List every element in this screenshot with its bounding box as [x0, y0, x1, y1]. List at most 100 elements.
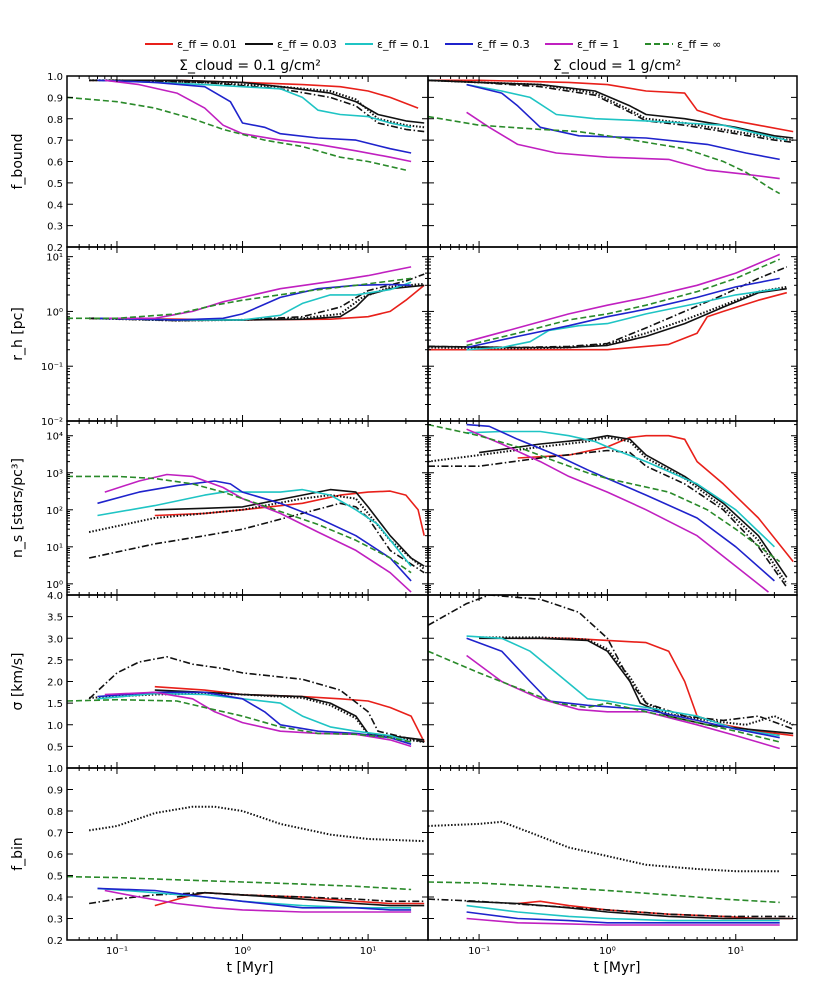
x-axis-label-left: t [Myr] [227, 960, 274, 976]
legend-label: ε_ff = 0.01 [177, 38, 237, 51]
panel-frame [427, 75, 798, 248]
legend-entry: ε_ff = 0.1 [345, 38, 430, 51]
panel-r4-c1: 10⁻¹ 10⁰ 10¹ [427, 767, 798, 957]
series-line-eps03-solid [466, 277, 780, 349]
series-line-eps003-dotted [428, 436, 788, 585]
x-axis-label-right: t [Myr] [594, 960, 641, 976]
panel-r3-c1 [427, 594, 798, 769]
y-tick-label: 10² [46, 506, 63, 517]
series-group [67, 805, 425, 913]
series-line-eps003-dotted [428, 820, 780, 873]
series-line-epsinf-dashed [428, 423, 781, 563]
y-tick-label: 0.5 [47, 179, 63, 190]
series-line-eps003-dotted [89, 282, 425, 322]
series-line-epsinf-dashed [428, 881, 780, 904]
legend-label: ε_ff = 0.1 [377, 38, 430, 51]
y-tick-label: 0.8 [47, 115, 63, 126]
y-tick-label: 0.5 [47, 872, 63, 883]
series-line-eps1-solid [466, 253, 781, 343]
series-line-eps1-solid [466, 428, 769, 593]
legend-entry: ε_ff = 1 [545, 38, 619, 51]
series-line-eps01-solid [97, 79, 412, 129]
series-group [428, 79, 794, 195]
y-tick-label: 1.0 [47, 721, 63, 732]
y-tick-label: 2.0 [47, 678, 63, 689]
series-line-eps01-solid [97, 692, 412, 743]
legend-entry: ε_ff = 0.03 [245, 38, 337, 51]
series-line-eps003-dashdot [89, 79, 425, 133]
y-tick-label: 10⁻¹ [41, 362, 63, 373]
panel-r0-c1 [427, 75, 798, 248]
series-group [428, 423, 794, 593]
panel-frame [66, 246, 429, 422]
y-tick-label: 4.0 [47, 591, 63, 602]
series-line-eps01-solid [466, 635, 780, 737]
legend: ε_ff = 0.01 ε_ff = 0.03 ε_ff = 0.1 ε_ff = 0… [145, 38, 721, 51]
series-line-eps003-solid [176, 891, 425, 907]
y-tick-label: 0.7 [47, 829, 63, 840]
series-line-eps003-dotted [428, 285, 787, 350]
y-axis-label: n_s [stars/pc³] [10, 458, 26, 558]
series-line-eps003-dashdot [428, 79, 794, 144]
series-line-eps1-solid [104, 889, 412, 913]
y-tick-label: 0.2 [47, 243, 63, 254]
series-line-epsinf-dashed [428, 650, 780, 743]
panel-r4-c0: 10⁻¹ 10⁰ 10¹ 0.2 0.3 0.4 0.5 0.6 0.7 0.8 0.9 1.0 f_b… [10, 764, 429, 957]
series-line-eps003-solid [479, 637, 794, 735]
series-line-eps001-solid [517, 637, 794, 737]
y-tick-label: 3.5 [47, 613, 63, 624]
series-line-eps03-solid [97, 79, 412, 154]
series-line-eps003-dotted [89, 692, 425, 743]
series-line-eps03-solid [466, 637, 780, 739]
legend-entry: ε_ff = 0.01 [145, 38, 237, 51]
y-tick-label: 0.6 [47, 158, 63, 169]
panel-r1-c1 [427, 246, 798, 422]
panel-r2-c1 [427, 420, 798, 596]
series-line-eps001-solid [428, 291, 788, 351]
legend-label: ε_ff = 1 [577, 38, 619, 51]
series-group [67, 473, 425, 593]
series-line-eps003-dashdot [428, 595, 794, 730]
y-tick-label: 0.2 [47, 936, 63, 947]
legend-entry: ε_ff = 0.3 [445, 38, 530, 51]
y-tick-label: 0.7 [47, 136, 63, 147]
y-tick-label: 10⁴ [46, 432, 63, 443]
y-axis-label: f_bin [10, 837, 26, 871]
series-line-eps001-solid [154, 685, 425, 743]
x-tick-label: 10⁻¹ [468, 946, 490, 957]
y-tick-label: 3.0 [47, 634, 63, 645]
y-tick-label: 10³ [46, 469, 63, 480]
x-tick-label: 10¹ [360, 946, 377, 957]
series-line-eps1-solid [104, 79, 412, 163]
series-group [67, 79, 425, 171]
column-titles: Σ_cloud = 0.1 g/cm² Σ_cloud = 1 g/cm² [179, 58, 681, 74]
y-tick-label: 0.3 [47, 222, 63, 233]
y-tick-label: 0.9 [47, 786, 63, 797]
series-line-eps03-solid [466, 911, 780, 924]
series-line-eps003-dashdot [88, 656, 425, 743]
series-line-epsinf-dashed [428, 115, 781, 195]
panel-r1-c0: 10⁻² 10⁻¹ 10⁰ 10¹ r_h [pc] [10, 246, 429, 428]
y-tick-label: 0.9 [47, 93, 63, 104]
y-tick-label: 10¹ [46, 253, 63, 264]
series-line-eps001-solid [89, 284, 425, 321]
series-line-eps1-solid [466, 917, 780, 926]
panel-frame [427, 594, 798, 769]
series-group [67, 266, 425, 322]
series-line-eps003-solid [154, 488, 425, 567]
series-group [428, 595, 794, 750]
y-axis-label: f_bound [10, 133, 26, 189]
series-line-eps003-dashdot [428, 266, 788, 349]
x-tick-label: 10⁰ [234, 946, 251, 957]
series-line-eps01-solid [97, 281, 412, 321]
series-group [428, 820, 794, 926]
panel-frame [66, 594, 429, 769]
y-tick-label: 0.5 [47, 742, 63, 753]
series-line-eps03-solid [466, 423, 775, 582]
y-tick-label: 0.8 [47, 807, 63, 818]
y-tick-label: 10⁰ [46, 307, 63, 318]
legend-label: ε_ff = ∞ [677, 38, 721, 51]
x-axis-labels: t [Myr] t [Myr] [227, 960, 641, 976]
legend-label: ε_ff = 0.03 [277, 38, 337, 51]
